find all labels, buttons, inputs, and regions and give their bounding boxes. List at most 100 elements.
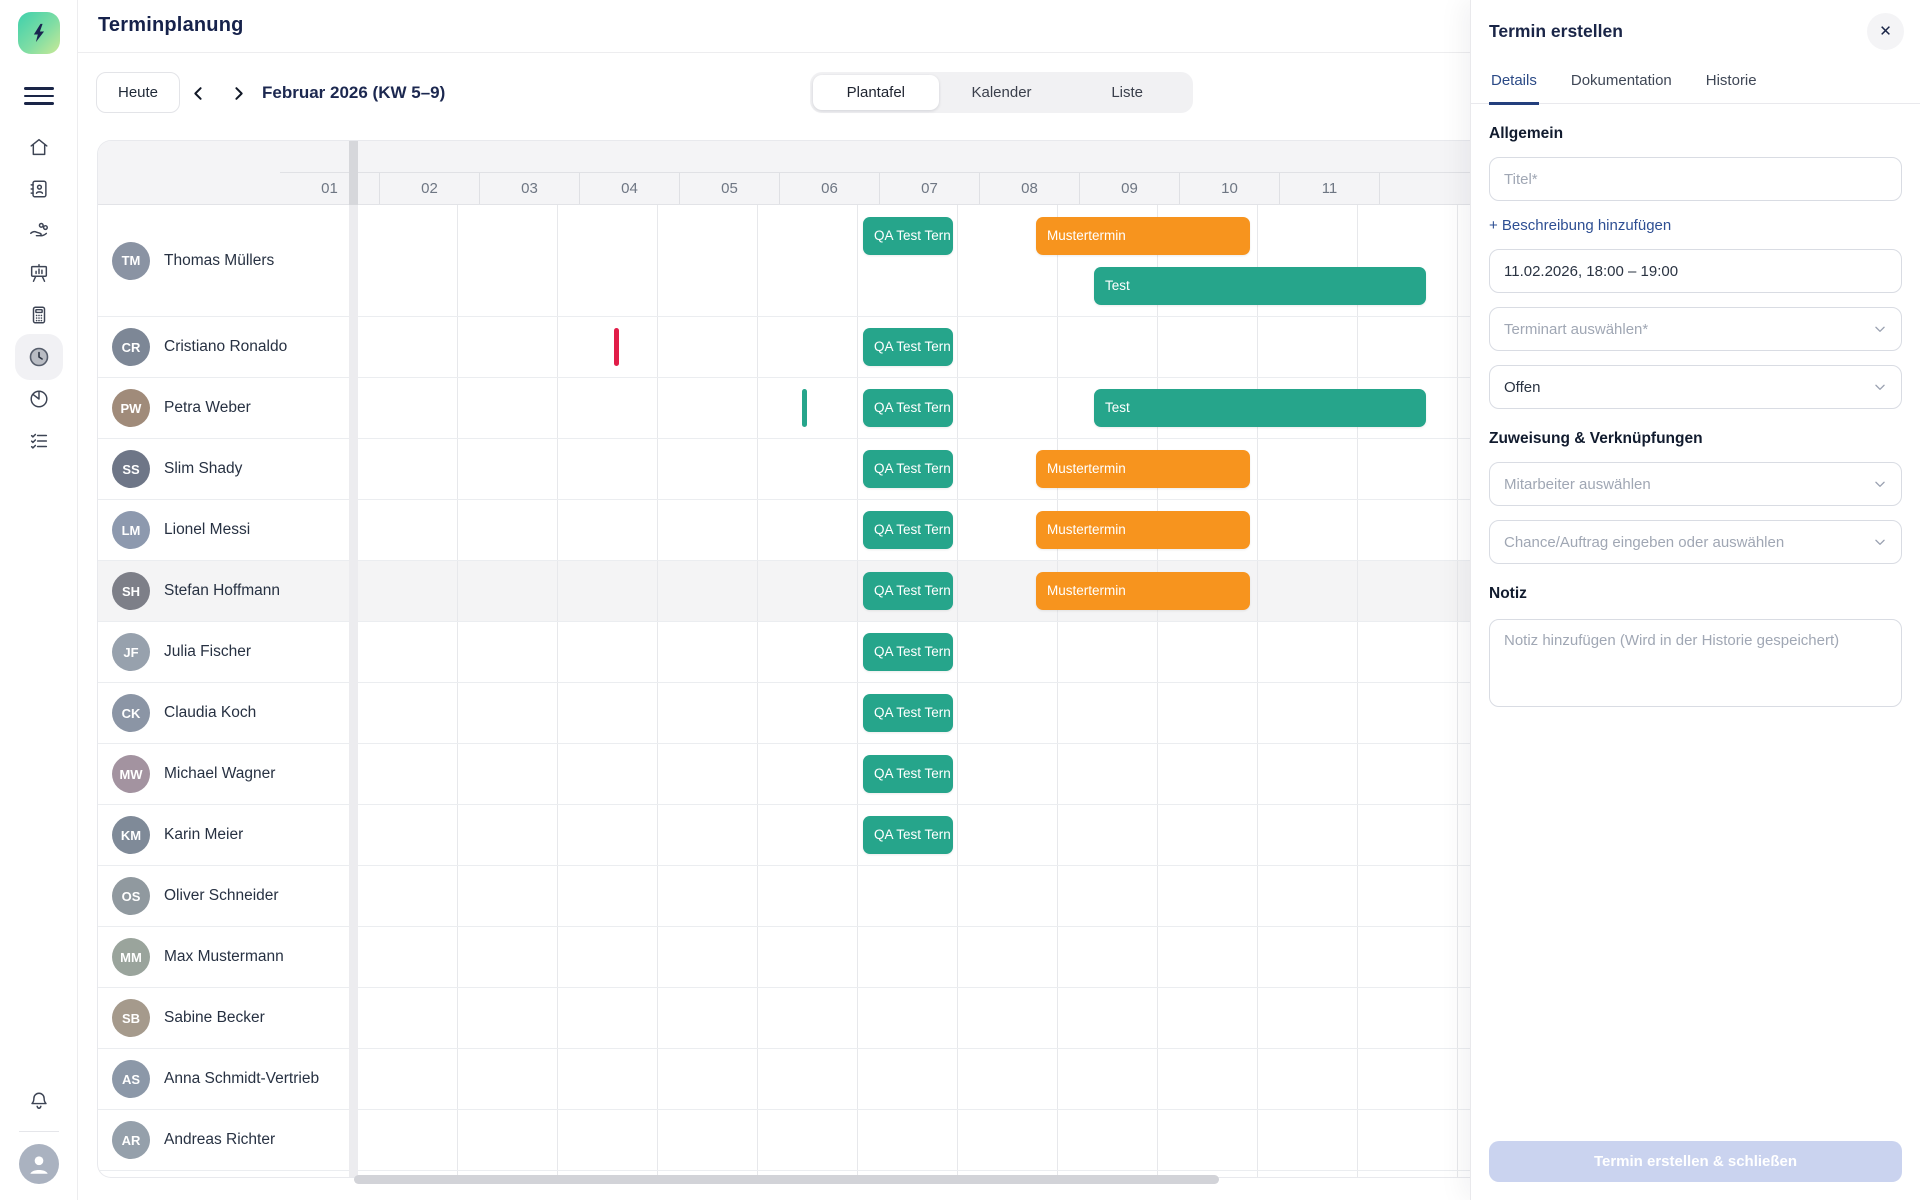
user-avatar[interactable]	[18, 1144, 59, 1184]
appointment-bar[interactable]: QA Test Tern	[863, 217, 953, 255]
appointment-tick[interactable]	[614, 328, 619, 366]
employee-row: SS Slim Shady QA Test Tern Mustertermin	[98, 439, 1480, 500]
sidebar-item-calculator[interactable]	[16, 294, 62, 336]
schedule-row-grid[interactable]: QA Test Tern	[358, 805, 1480, 865]
notifications-button[interactable]	[19, 1081, 59, 1121]
employee-row: SH Stefan Hoffmann QA Test Tern Mustertermi…	[98, 561, 1480, 622]
appointment-bar[interactable]: QA Test Tern	[863, 450, 953, 488]
view-tab-kalender[interactable]: Kalender	[971, 84, 1032, 101]
today-button[interactable]: Heute	[96, 72, 181, 113]
schedule-row-grid[interactable]: QA Test Tern Mustertermin	[358, 500, 1480, 560]
appointment-bar[interactable]: QA Test Tern	[863, 572, 953, 610]
status-select[interactable]: Offen	[1489, 365, 1902, 409]
sidebar-item-statistics[interactable]	[16, 378, 62, 420]
next-period-button[interactable]	[222, 77, 254, 109]
divider	[18, 1131, 59, 1132]
schedule-row-grid[interactable]: QA Test Tern	[358, 622, 1480, 682]
menu-toggle-button[interactable]	[23, 84, 54, 108]
tab-historie[interactable]: Historie	[1705, 72, 1757, 89]
schedule-row-grid[interactable]	[358, 1049, 1480, 1109]
employee-name-cell[interactable]: CK Claudia Koch	[98, 683, 349, 743]
add-description-link[interactable]: + Beschreibung hinzufügen	[1489, 217, 1672, 234]
appointment-bar[interactable]: QA Test Tern	[863, 328, 953, 366]
view-tab-plantafel[interactable]: Plantafel	[813, 75, 939, 110]
appointment-bar[interactable]: QA Test Tern	[863, 816, 953, 854]
appointment-bar[interactable]: QA Test Tern	[863, 511, 953, 549]
title-input[interactable]	[1489, 157, 1902, 201]
appointment-bar[interactable]: QA Test Tern	[863, 389, 953, 427]
horizontal-scrollbar[interactable]	[354, 1175, 1219, 1184]
sidebar-item-tasks[interactable]	[16, 420, 62, 462]
appointment-bar[interactable]: Mustertermin	[1036, 511, 1250, 549]
employee-name-cell[interactable]: TM Thomas Müllers	[98, 205, 349, 316]
employee-name-cell[interactable]: AR Andreas Richter	[98, 1110, 349, 1170]
appointment-bar[interactable]: Mustertermin	[1036, 572, 1250, 610]
appointment-bar[interactable]: Mustertermin	[1036, 450, 1250, 488]
employee-name-cell[interactable]: JF Julia Fischer	[98, 622, 349, 682]
employee-name-cell[interactable]: AS Anna Schmidt-Vertrieb	[98, 1049, 349, 1109]
sidebar-item-reports[interactable]	[16, 252, 62, 294]
appointment-bar[interactable]: QA Test Tern	[863, 633, 953, 671]
vertical-scrollbar[interactable]	[349, 141, 358, 1177]
employee-avatar: KM	[112, 816, 150, 854]
lightning-bolt-icon	[33, 23, 44, 43]
employee-name: Thomas Müllers	[164, 251, 275, 269]
schedule-row-grid[interactable]	[358, 1110, 1480, 1170]
employee-name-cell[interactable]: LM Lionel Messi	[98, 500, 349, 560]
schedule-row-grid[interactable]: QA Test Tern	[358, 317, 1480, 377]
app-logo[interactable]	[17, 12, 60, 54]
panel-title: Termin erstellen	[1489, 21, 1623, 41]
schedule-row-grid[interactable]: QA Test Tern Mustertermin Test	[358, 205, 1480, 316]
employee-name-cell[interactable]: SH Stefan Hoffmann	[98, 561, 349, 621]
week-band	[280, 141, 1480, 173]
prev-period-button[interactable]	[182, 77, 214, 109]
schedule-row-grid[interactable]: QA Test Tern Mustertermin	[358, 439, 1480, 499]
schedule-row-grid[interactable]: QA Test Tern Test	[358, 378, 1480, 438]
sidebar-item-payroll[interactable]	[16, 210, 62, 252]
view-tab-liste[interactable]: Liste	[1111, 84, 1144, 101]
employee-avatar: OS	[112, 877, 150, 915]
employee-name-cell[interactable]: OS Oliver Schneider	[98, 866, 349, 926]
schedule-row-grid[interactable]: QA Test Tern	[358, 744, 1480, 804]
employee-name-cell[interactable]: CR Cristiano Ronaldo	[98, 317, 349, 377]
schedule-row-grid[interactable]: QA Test Tern Mustertermin	[358, 561, 1480, 621]
notiz-textarea[interactable]	[1489, 619, 1902, 707]
employee-name-cell[interactable]: SB Sabine Becker	[98, 988, 349, 1048]
submit-button[interactable]: Termin erstellen & schließen	[1489, 1141, 1902, 1182]
sidebar-item-contacts[interactable]	[16, 168, 62, 210]
chance-auftrag-select[interactable]: Chance/Auftrag eingeben oder auswählen	[1489, 520, 1902, 564]
day-header-cell: 07	[880, 173, 980, 204]
tab-details[interactable]: Details	[1489, 72, 1539, 105]
chevron-right-icon	[234, 86, 243, 100]
sidebar-item-scheduling[interactable]	[14, 334, 63, 380]
mitarbeiter-select[interactable]: Mitarbeiter auswählen	[1489, 462, 1902, 506]
employee-name-cell[interactable]: KM Karin Meier	[98, 805, 349, 865]
employee-name-cell[interactable]: PW Petra Weber	[98, 378, 349, 438]
tab-dokumentation[interactable]: Dokumentation	[1570, 72, 1672, 89]
terminart-select[interactable]: Terminart auswählen*	[1489, 307, 1902, 351]
employee-name-cell[interactable]: SS Slim Shady	[98, 439, 349, 499]
vertical-scrollbar-thumb[interactable]	[349, 141, 358, 205]
close-button[interactable]: ✕	[1867, 13, 1904, 50]
employee-name-cell[interactable]: MM Max Mustermann	[98, 927, 349, 987]
schedule-row-grid[interactable]	[358, 866, 1480, 926]
schedule-row-grid[interactable]: QA Test Tern	[358, 683, 1480, 743]
section-zuweisung: Zuweisung & Verknüpfungen	[1489, 430, 1703, 447]
appointment-bar[interactable]: QA Test Tern	[863, 694, 953, 732]
appointment-bar[interactable]: Mustertermin	[1036, 217, 1250, 255]
employee-avatar: SH	[112, 572, 150, 610]
appointment-bar[interactable]: Test	[1094, 267, 1426, 305]
appointment-bar[interactable]: QA Test Tern	[863, 755, 953, 793]
appointment-tick[interactable]	[802, 389, 807, 427]
sidebar-item-home[interactable]	[16, 126, 62, 168]
schedule-row-grid[interactable]	[358, 927, 1480, 987]
employee-name: Claudia Koch	[164, 704, 257, 721]
employee-name-cell[interactable]: MW Michael Wagner	[98, 744, 349, 804]
employee-row: TM Thomas Müllers QA Test Tern Mustertermin…	[98, 205, 1480, 317]
schedule-row-grid[interactable]	[358, 988, 1480, 1048]
appointment-bar[interactable]: Test	[1094, 389, 1426, 427]
person-icon	[29, 1156, 48, 1174]
employee-avatar: SB	[112, 999, 150, 1037]
datetime-input[interactable]	[1489, 249, 1902, 293]
employee-row: AS Anna Schmidt-Vertrieb	[98, 1049, 1480, 1110]
